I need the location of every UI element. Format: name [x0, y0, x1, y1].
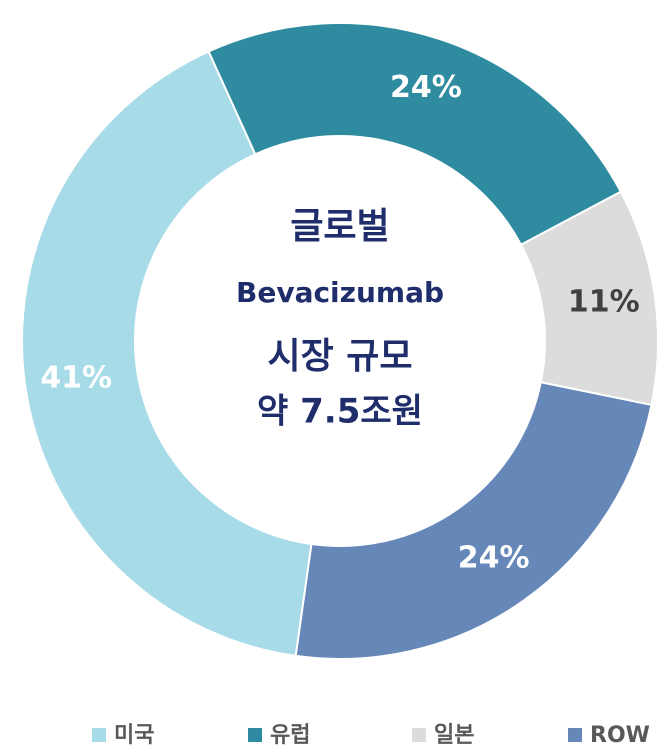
center-text: 약 7.5조원 — [257, 392, 423, 432]
center-text: 시장 규모 — [267, 336, 412, 377]
legend-marker — [412, 728, 426, 742]
legend-marker — [248, 728, 262, 742]
data-label: 41% — [40, 361, 112, 396]
legend-label: 미국 — [114, 723, 154, 748]
data-label: 24% — [390, 70, 462, 105]
legend-label: 유럽 — [270, 723, 310, 748]
legend-marker — [568, 728, 582, 742]
data-label: 24% — [458, 540, 530, 575]
center-text: 글로벌 — [290, 206, 389, 247]
legend-label: 일본 — [434, 723, 474, 748]
center-text: Bevacizumab — [236, 276, 444, 309]
donut-segment — [21, 50, 313, 658]
donut-segment — [207, 22, 623, 247]
donut-segment — [294, 381, 653, 660]
data-label: 11% — [568, 284, 640, 319]
legend-label: ROW — [590, 723, 650, 748]
legend-marker — [92, 728, 106, 742]
